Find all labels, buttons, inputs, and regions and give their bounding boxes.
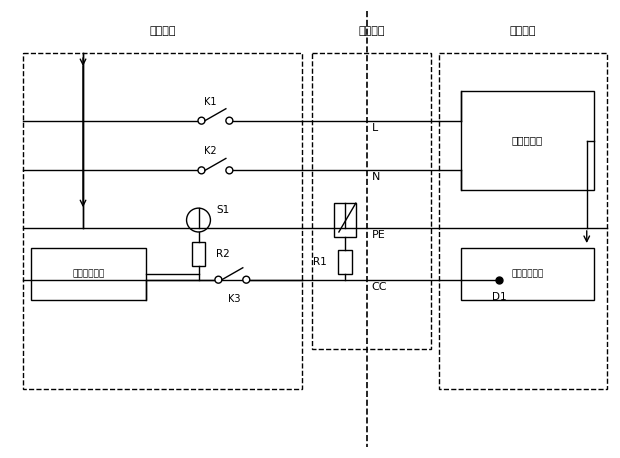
Text: 电动汽车: 电动汽车: [510, 26, 536, 36]
Text: R1: R1: [313, 257, 327, 267]
Text: K2: K2: [204, 147, 217, 157]
Text: 供电控制装置: 供电控制装置: [73, 269, 105, 278]
Text: K1: K1: [204, 97, 217, 107]
Text: 供电设备: 供电设备: [149, 26, 176, 36]
Text: K3: K3: [228, 294, 241, 304]
Text: 车辆接口: 车辆接口: [358, 26, 385, 36]
Text: 车辆控制装置: 车辆控制装置: [512, 269, 544, 278]
Text: PE: PE: [372, 230, 386, 240]
Text: D1: D1: [492, 292, 507, 302]
Text: CC: CC: [372, 282, 388, 292]
Text: L: L: [372, 123, 378, 133]
Text: R2: R2: [216, 249, 230, 259]
Text: 车载充电机: 车载充电机: [512, 136, 543, 146]
Circle shape: [198, 117, 205, 124]
Text: N: N: [372, 172, 380, 182]
Text: S1: S1: [216, 205, 229, 215]
Circle shape: [226, 117, 233, 124]
Bar: [192, 242, 205, 266]
Circle shape: [198, 167, 205, 174]
Bar: [338, 250, 352, 274]
Circle shape: [243, 276, 250, 283]
Circle shape: [215, 276, 222, 283]
Circle shape: [226, 167, 233, 174]
